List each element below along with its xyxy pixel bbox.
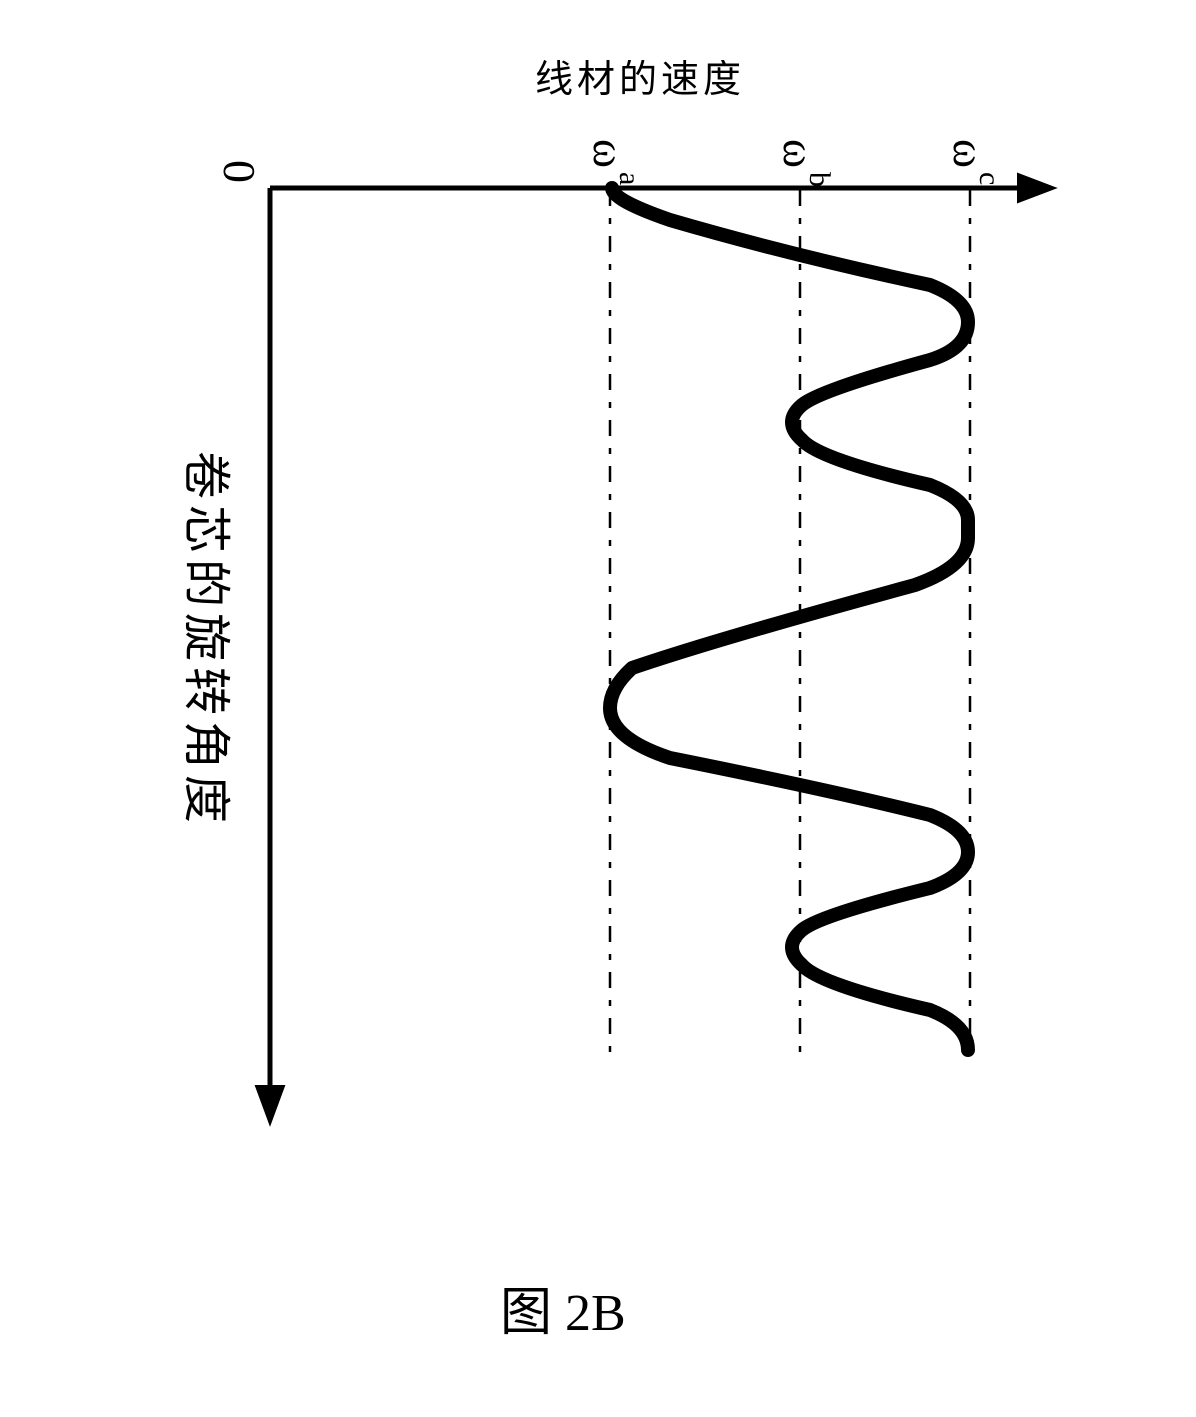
- ytick-wa: ω: [584, 139, 633, 168]
- ytick-wb: ω: [774, 139, 823, 168]
- ytick-wb-sub: b: [803, 172, 836, 187]
- ytick-wa-sub: a: [613, 172, 646, 185]
- x-axis-arrow: [256, 1086, 284, 1124]
- figure-label: 图 2B: [500, 1270, 626, 1345]
- svg-text:线材的速度: 线材的速度: [535, 60, 745, 101]
- ytick-wc-sub: c: [973, 172, 1006, 185]
- origin-label: 0: [214, 160, 265, 183]
- y-axis-label: 线材的速度: [535, 60, 745, 101]
- waveform-curve: [610, 188, 968, 1050]
- x-axis-label: 卷芯的旋转角度: [179, 451, 232, 829]
- diagram-container: ω c ω b ω a 线材的速度 0 卷芯的旋转角度 图 2B: [0, 0, 1196, 1417]
- ytick-wc: ω: [944, 139, 993, 168]
- y-axis-arrow: [1018, 174, 1055, 202]
- chart-svg: ω c ω b ω a 线材的速度 0 卷芯的旋转角度: [0, 60, 1150, 1150]
